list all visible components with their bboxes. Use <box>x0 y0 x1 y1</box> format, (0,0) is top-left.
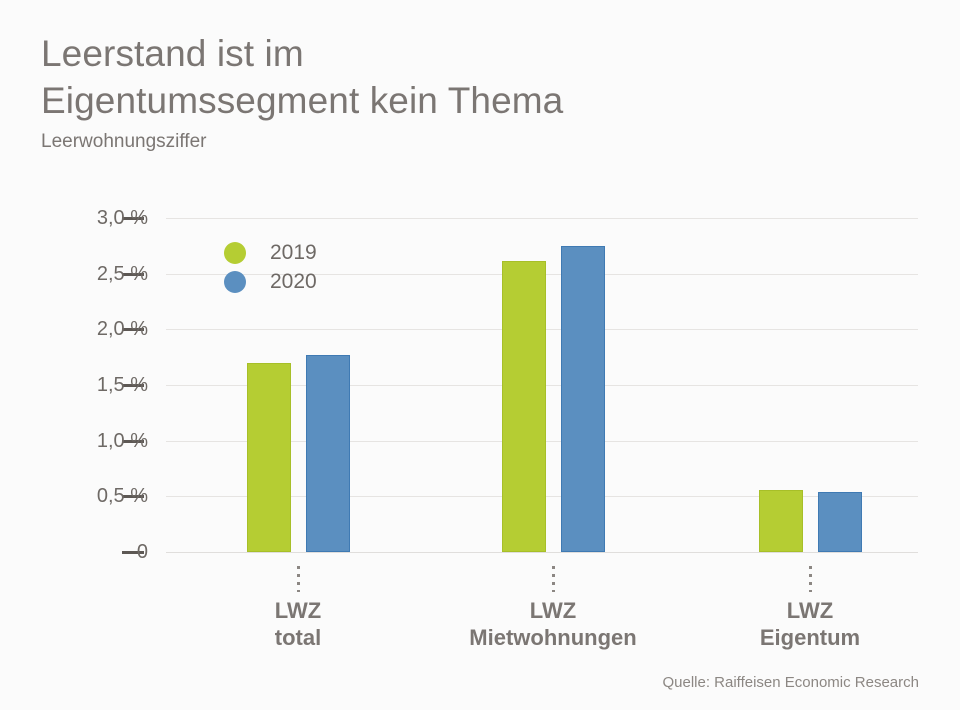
legend-item-2019[interactable]: 2019 <box>224 238 317 267</box>
chart-subtitle: Leerwohnungsziffer <box>41 131 207 152</box>
bar-2020-1[interactable] <box>560 246 605 552</box>
legend-item-2020[interactable]: 2020 <box>224 267 317 296</box>
y-axis-label: 3,0 % <box>96 207 148 229</box>
legend-item-label: 2020 <box>270 270 317 293</box>
category-leader-line <box>552 566 555 592</box>
y-axis-tick <box>122 217 144 220</box>
y-axis-tick <box>122 495 144 498</box>
bar-2019-1[interactable] <box>501 261 546 552</box>
bar-2020-0[interactable] <box>305 355 350 552</box>
y-axis-label: 2,5 % <box>96 263 148 285</box>
x-axis-category-label: LWZ Mietwohnungen <box>469 598 637 650</box>
y-axis-label: 1,5 % <box>96 374 148 396</box>
bar-2019-0[interactable] <box>246 363 291 552</box>
y-axis-label: 1,0 % <box>96 430 148 452</box>
gridline <box>166 552 918 553</box>
legend-item-label: 2019 <box>270 241 317 264</box>
x-axis-category-label: LWZ total <box>274 598 322 650</box>
y-axis-tick <box>122 551 144 554</box>
category-leader-line <box>809 566 812 592</box>
y-axis-tick <box>122 384 144 387</box>
page-title: Leerstand ist im Eigentumssegment kein T… <box>41 33 564 121</box>
bar-2019-2[interactable] <box>758 490 803 552</box>
y-axis-label: 2,0 % <box>96 318 148 340</box>
chart-header: Leerstand ist im Eigentumssegment kein T… <box>41 30 921 154</box>
gridline <box>166 218 918 219</box>
legend-swatch-icon <box>224 241 246 264</box>
y-axis-tick <box>122 440 144 443</box>
category-leader-line <box>297 566 300 592</box>
chart-legend: 2019 2020 <box>224 238 317 296</box>
y-axis-tick <box>122 273 144 276</box>
y-axis-label: 0,5 % <box>96 485 148 507</box>
legend-swatch-icon <box>224 270 246 293</box>
source-attribution: Quelle: Raiffeisen Economic Research <box>662 674 919 691</box>
y-axis-label: 0 <box>136 541 148 563</box>
y-axis-tick <box>122 328 144 331</box>
bar-2020-2[interactable] <box>817 492 862 552</box>
x-axis-category-label: LWZ Eigentum <box>759 598 861 650</box>
